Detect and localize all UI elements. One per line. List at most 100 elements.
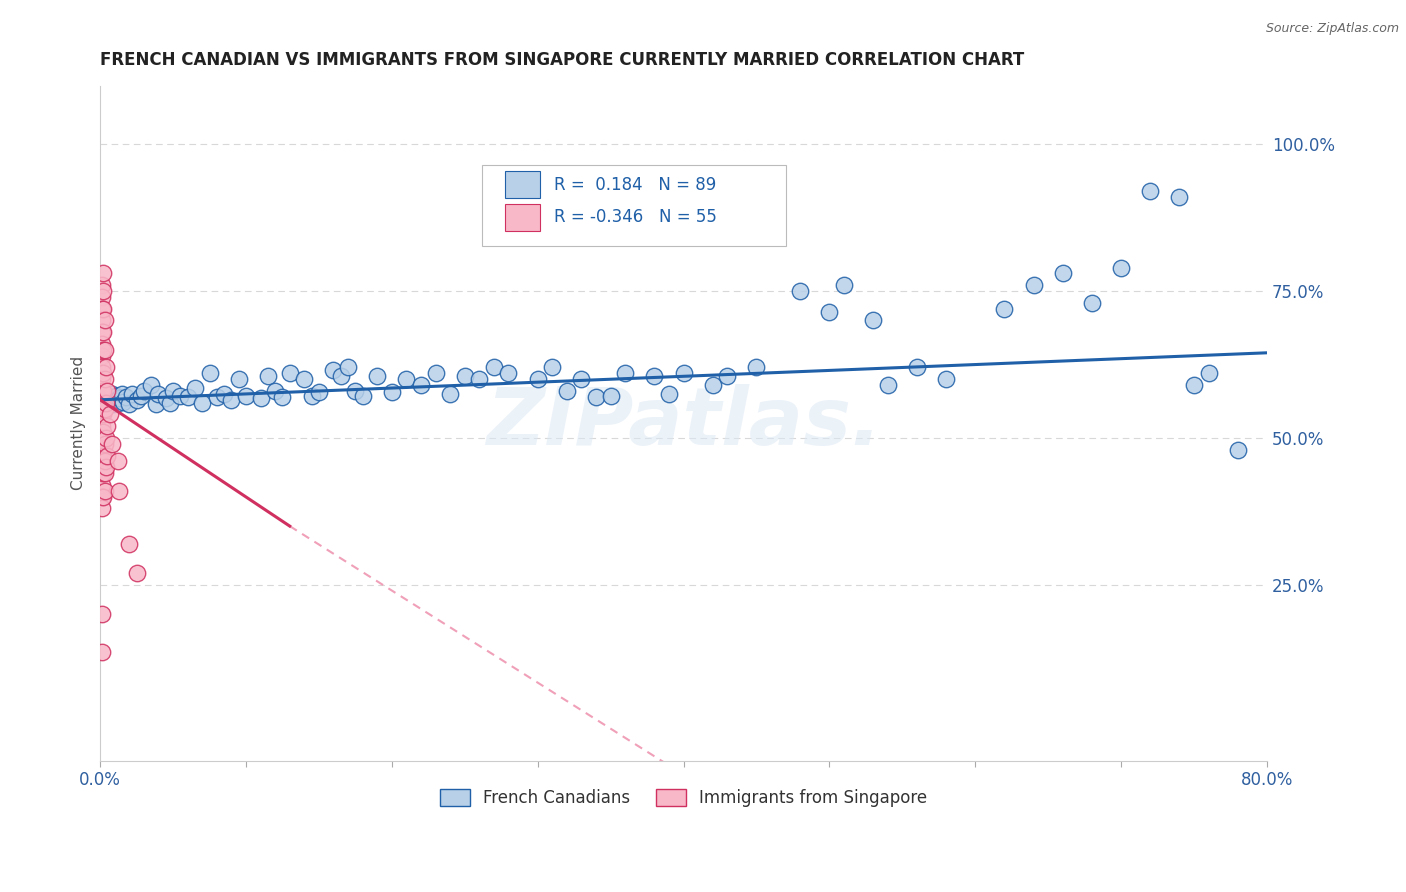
Point	[292, 372, 315, 386]
Point	[90, 607, 112, 622]
Point	[90, 349, 112, 363]
Point	[94, 460, 117, 475]
Point	[125, 392, 148, 407]
Point	[439, 387, 461, 401]
Point	[101, 387, 124, 401]
Point	[107, 395, 129, 409]
Point	[90, 454, 112, 468]
Point	[425, 367, 447, 381]
Y-axis label: Currently Married: Currently Married	[72, 356, 86, 491]
Point	[129, 389, 152, 403]
Point	[352, 389, 374, 403]
Text: Source: ZipAtlas.com: Source: ZipAtlas.com	[1265, 22, 1399, 36]
Point	[555, 384, 578, 398]
Point	[498, 367, 520, 381]
Point	[90, 478, 112, 492]
Point	[98, 408, 121, 422]
Point	[93, 437, 115, 451]
Point	[862, 313, 884, 327]
Point	[257, 369, 280, 384]
Point	[264, 384, 287, 398]
Point	[93, 313, 115, 327]
Point	[141, 378, 163, 392]
Point	[169, 389, 191, 403]
Point	[1109, 260, 1132, 275]
Point	[121, 387, 143, 401]
Point	[91, 425, 114, 439]
Point	[585, 390, 607, 404]
Point	[1081, 296, 1104, 310]
Text: FRENCH CANADIAN VS IMMIGRANTS FROM SINGAPORE CURRENTLY MARRIED CORRELATION CHART: FRENCH CANADIAN VS IMMIGRANTS FROM SINGA…	[100, 51, 1025, 69]
Point	[90, 313, 112, 327]
Point	[125, 566, 148, 580]
Point	[145, 397, 167, 411]
Point	[789, 284, 811, 298]
Point	[702, 378, 724, 392]
Point	[1182, 378, 1205, 392]
Point	[91, 387, 114, 401]
Point	[1168, 190, 1191, 204]
Point	[91, 467, 114, 481]
Point	[643, 369, 665, 384]
Point	[93, 483, 115, 498]
Point	[90, 501, 112, 516]
Point	[876, 378, 898, 392]
Point	[148, 387, 170, 401]
Point	[366, 369, 388, 384]
Point	[454, 369, 477, 384]
Point	[526, 372, 548, 386]
Point	[337, 360, 360, 375]
Point	[832, 278, 855, 293]
Point	[111, 387, 134, 401]
Point	[249, 391, 271, 405]
Point	[344, 384, 367, 398]
Point	[90, 431, 112, 445]
Point	[191, 395, 214, 409]
Point	[112, 394, 135, 409]
Point	[614, 367, 637, 381]
Point	[329, 369, 352, 384]
Point	[108, 483, 131, 498]
Point	[93, 343, 115, 357]
Text: ZIPatlas.: ZIPatlas.	[485, 384, 882, 462]
Point	[93, 467, 115, 481]
Point	[93, 401, 115, 416]
Point	[91, 384, 114, 398]
Point	[212, 387, 235, 401]
Point	[905, 360, 928, 375]
Point	[96, 395, 118, 409]
Point	[571, 372, 593, 386]
Point	[184, 381, 207, 395]
Point	[104, 392, 127, 407]
Point	[90, 301, 112, 316]
Point	[381, 385, 404, 400]
Point	[278, 367, 301, 381]
Point	[91, 408, 114, 422]
Point	[91, 343, 114, 357]
Point	[132, 384, 155, 398]
Point	[90, 278, 112, 293]
Point	[90, 467, 112, 481]
Point	[90, 490, 112, 504]
Point	[90, 337, 112, 351]
Point	[90, 360, 112, 375]
Point	[90, 395, 112, 409]
Point	[228, 372, 250, 386]
Point	[672, 367, 695, 381]
Point	[205, 390, 228, 404]
Point	[91, 325, 114, 339]
Point	[395, 372, 418, 386]
Point	[1052, 267, 1074, 281]
Point	[159, 395, 181, 409]
Point	[91, 490, 114, 504]
Point	[94, 390, 117, 404]
Point	[103, 397, 125, 411]
Point	[993, 301, 1015, 316]
Point	[155, 391, 177, 405]
Point	[107, 454, 129, 468]
Point	[198, 367, 221, 381]
Point	[90, 419, 112, 434]
Point	[98, 391, 121, 405]
Point	[599, 389, 621, 403]
Point	[94, 395, 117, 409]
